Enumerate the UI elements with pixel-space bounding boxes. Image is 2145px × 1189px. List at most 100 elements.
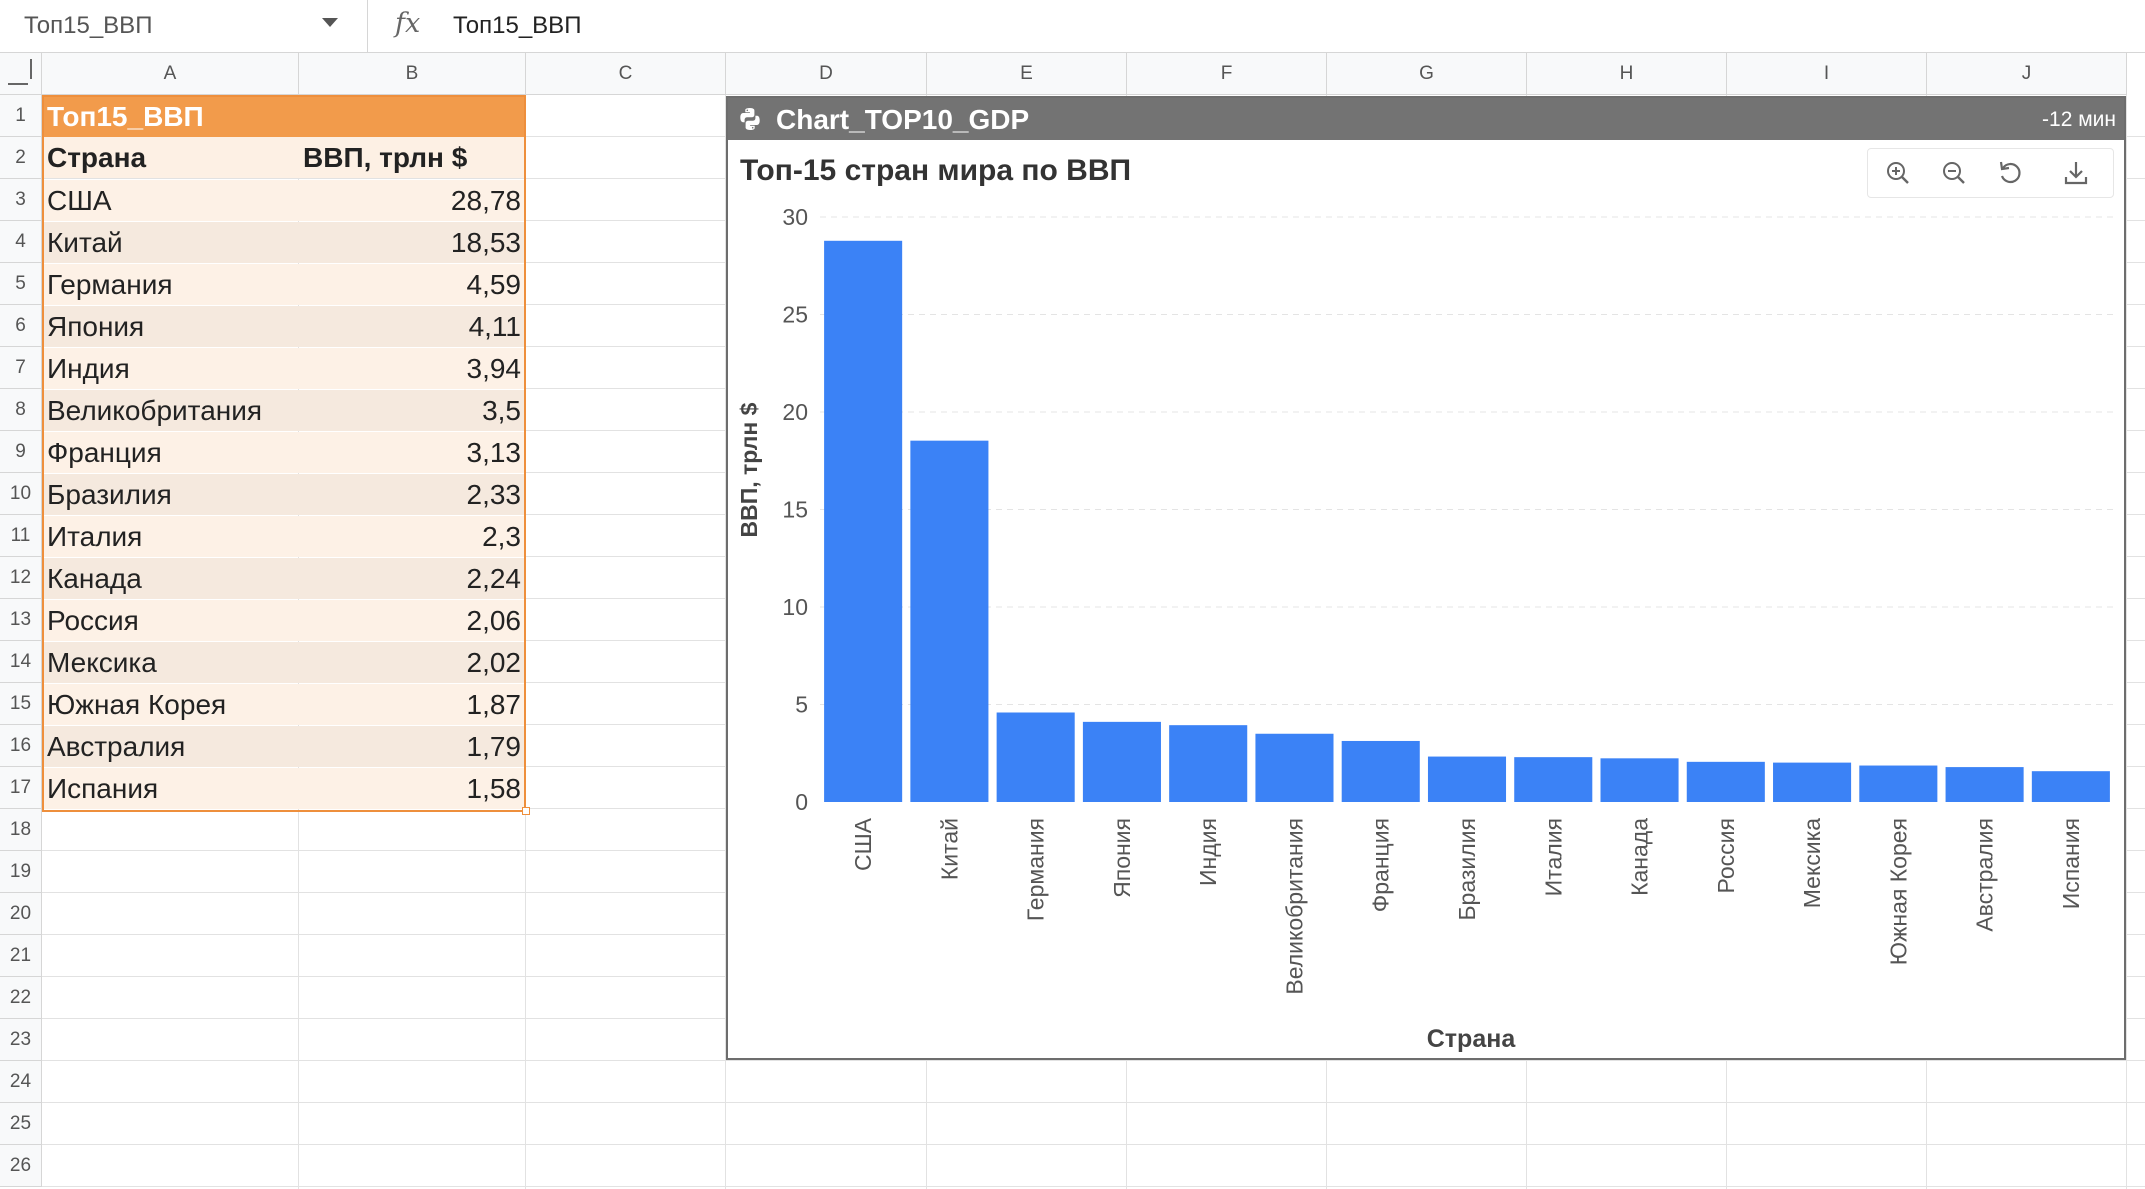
table-cell-country[interactable]: Китай (43, 222, 299, 263)
column-header-f[interactable]: F (1127, 53, 1327, 95)
table-cell-country[interactable]: Германия (43, 264, 299, 305)
freeze-column-handle[interactable] (30, 59, 32, 79)
resize-handle[interactable] (522, 807, 530, 815)
table-cell-country[interactable]: Испания (43, 768, 299, 809)
chevron-down-icon[interactable] (322, 18, 338, 27)
column-header-i[interactable]: I (1727, 53, 1927, 95)
table-cell-gdp[interactable]: 1,79 (299, 726, 525, 767)
chart-bar[interactable] (1859, 765, 1938, 802)
column-header-b[interactable]: B (299, 53, 526, 95)
table-cell-country[interactable]: Индия (43, 348, 299, 389)
download-icon[interactable] (2060, 157, 2092, 189)
x-tick-label: Индия (1195, 818, 1221, 886)
header-cell-country[interactable]: Страна (43, 137, 299, 178)
row-header-10[interactable]: 10 (0, 473, 42, 515)
chart-bar[interactable] (1514, 757, 1593, 802)
chart-bar[interactable] (1341, 740, 1420, 802)
chart-bar[interactable] (824, 240, 903, 802)
chart-bar[interactable] (1427, 756, 1507, 802)
table-cell-gdp[interactable]: 2,33 (299, 474, 525, 515)
reset-icon[interactable] (1994, 157, 2026, 189)
table-cell-country[interactable]: Австралия (43, 726, 299, 767)
row-header-22[interactable]: 22 (0, 977, 42, 1019)
row-header-9[interactable]: 9 (0, 431, 42, 473)
chart-bar[interactable] (910, 440, 989, 802)
table-cell-gdp[interactable]: 4,11 (299, 306, 525, 347)
column-header-c[interactable]: C (526, 53, 726, 95)
table-cell-country[interactable]: Россия (43, 600, 299, 641)
table-cell-gdp[interactable]: 18,53 (299, 222, 525, 263)
column-header-a[interactable]: A (42, 53, 299, 95)
table-cell-gdp[interactable]: 1,58 (299, 768, 525, 809)
row-header-26[interactable]: 26 (0, 1145, 42, 1187)
select-all-corner[interactable] (0, 53, 42, 95)
table-cell-country[interactable]: Италия (43, 516, 299, 557)
row-header-23[interactable]: 23 (0, 1019, 42, 1061)
table-cell-gdp[interactable]: 2,24 (299, 558, 525, 599)
chart-bar[interactable] (1686, 761, 1765, 802)
table-cell-country[interactable]: Мексика (43, 642, 299, 683)
row-header-18[interactable]: 18 (0, 809, 42, 851)
row-header-20[interactable]: 20 (0, 893, 42, 935)
chart-bar[interactable] (1600, 758, 1679, 802)
chart-bar[interactable] (996, 712, 1075, 802)
row-header-21[interactable]: 21 (0, 935, 42, 977)
table-cell-country[interactable]: Франция (43, 432, 299, 473)
table-cell-gdp[interactable]: 2,06 (299, 600, 525, 641)
row-header-1[interactable]: 1 (0, 95, 42, 137)
row-header-3[interactable]: 3 (0, 179, 42, 221)
column-header-g[interactable]: G (1327, 53, 1527, 95)
table-cell-gdp[interactable]: 28,78 (299, 180, 525, 221)
column-header-j[interactable]: J (1927, 53, 2127, 95)
row-header-19[interactable]: 19 (0, 851, 42, 893)
table-cell-gdp[interactable]: 3,94 (299, 348, 525, 389)
zoom-out-icon[interactable] (1938, 157, 1970, 189)
row-header-16[interactable]: 16 (0, 725, 42, 767)
row-header-14[interactable]: 14 (0, 641, 42, 683)
row-header-24[interactable]: 24 (0, 1061, 42, 1103)
row-header-8[interactable]: 8 (0, 389, 42, 431)
column-header-d[interactable]: D (726, 53, 927, 95)
row-header-5[interactable]: 5 (0, 263, 42, 305)
name-box[interactable]: Топ15_ВВП (0, 0, 368, 52)
column-header-h[interactable]: H (1527, 53, 1727, 95)
row-header-11[interactable]: 11 (0, 515, 42, 557)
table-cell-gdp[interactable]: 3,5 (299, 390, 525, 431)
row-header-15[interactable]: 15 (0, 683, 42, 725)
header-cell-gdp[interactable]: ВВП, трлн $ (299, 137, 525, 178)
chart-bar[interactable] (1082, 721, 1161, 802)
chart-title-bar[interactable]: Chart_TOP10_GDP -12 мин (728, 98, 2124, 140)
row-header-4[interactable]: 4 (0, 221, 42, 263)
row-header-25[interactable]: 25 (0, 1103, 42, 1145)
formula-input[interactable]: Топ15_ВВП (453, 12, 582, 39)
table-cell-country[interactable]: Великобритания (43, 390, 299, 431)
table-cell-country[interactable]: США (43, 180, 299, 221)
chart-bar[interactable] (1773, 762, 1852, 802)
table-cell-gdp[interactable]: 2,02 (299, 642, 525, 683)
row-gridline (42, 1060, 2145, 1061)
chart-bar[interactable] (2031, 771, 2110, 802)
row-header-2[interactable]: 2 (0, 137, 42, 179)
table-cell-gdp[interactable]: 1,87 (299, 684, 525, 725)
row-header-6[interactable]: 6 (0, 305, 42, 347)
chart-bar[interactable] (1169, 725, 1248, 802)
table-cell-gdp[interactable]: 4,59 (299, 264, 525, 305)
row-header-7[interactable]: 7 (0, 347, 42, 389)
table-cell-country[interactable]: Япония (43, 306, 299, 347)
row-header-17[interactable]: 17 (0, 767, 42, 809)
zoom-in-icon[interactable] (1882, 157, 1914, 189)
x-tick-label: Франция (1368, 818, 1394, 912)
chart-bar[interactable] (1255, 733, 1334, 802)
table-cell-country[interactable]: Канада (43, 558, 299, 599)
row-header-13[interactable]: 13 (0, 599, 42, 641)
table-cell-country[interactable]: Южная Корея (43, 684, 299, 725)
table-cell-country[interactable]: Бразилия (43, 474, 299, 515)
table-cell-gdp[interactable]: 3,13 (299, 432, 525, 473)
chart-bar[interactable] (1945, 767, 2024, 802)
row-header-12[interactable]: 12 (0, 557, 42, 599)
chart-object[interactable]: Chart_TOP10_GDP -12 мин Топ-15 стран мир… (726, 96, 2126, 1060)
table-cell-gdp[interactable]: 2,3 (299, 516, 525, 557)
table-title-cell[interactable]: Топ15_ВВП (43, 96, 525, 137)
column-header-e[interactable]: E (927, 53, 1127, 95)
freeze-row-handle[interactable] (8, 83, 28, 85)
